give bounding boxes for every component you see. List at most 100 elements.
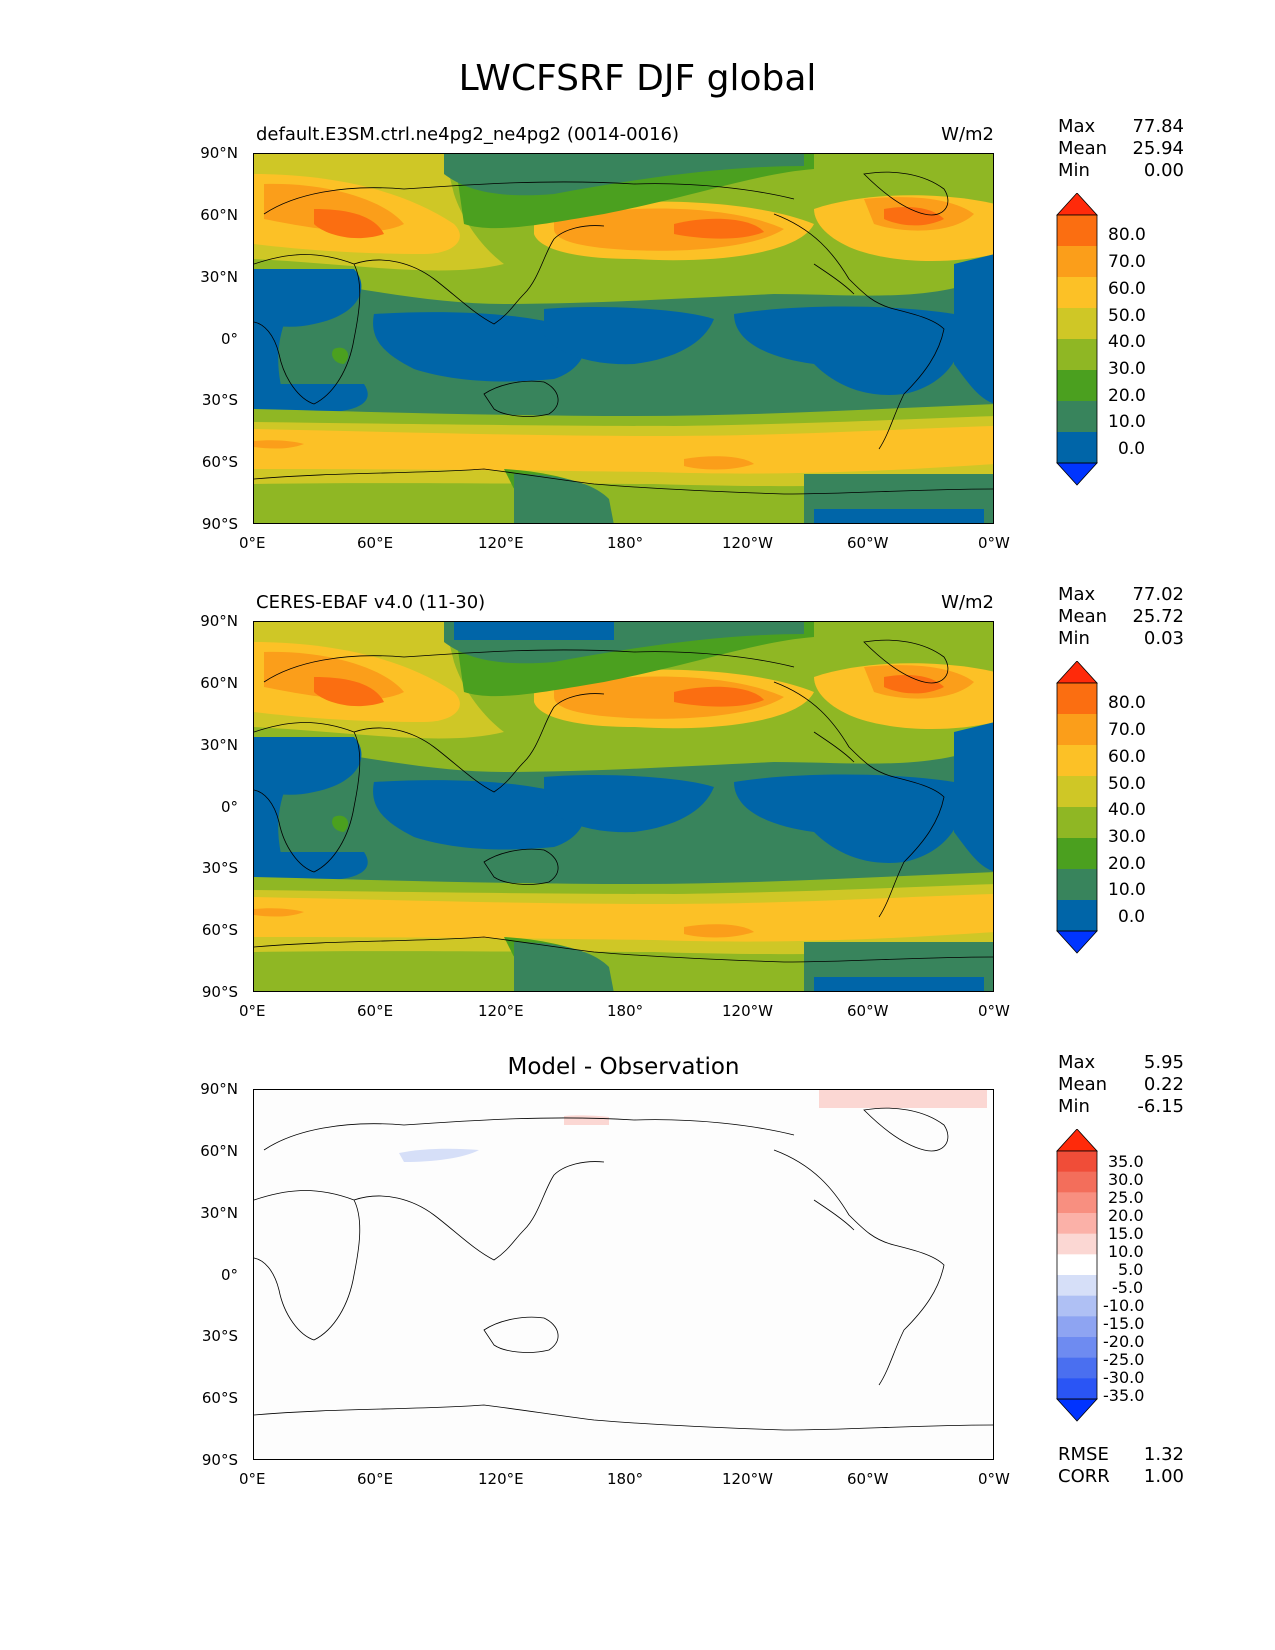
panel1-colorbar-label: 40.0 bbox=[1108, 332, 1146, 352]
colorbar-frame bbox=[1056, 682, 1098, 932]
panel1-stat-value: 25.94 bbox=[1132, 138, 1184, 159]
panel1-stat-value: 77.84 bbox=[1132, 116, 1184, 137]
panel2-colorbar-label: 60.0 bbox=[1108, 747, 1146, 767]
panel3-colorbar-label: -20.0 bbox=[1103, 1332, 1145, 1351]
panel3-xtick: 60°E bbox=[357, 1470, 394, 1488]
panel1-stat-label: Max bbox=[1058, 116, 1096, 137]
panel3-colorbar-label: 35.0 bbox=[1108, 1152, 1144, 1171]
panel2-field-svg bbox=[254, 622, 993, 991]
panel1-colorbar-label: 60.0 bbox=[1108, 279, 1146, 299]
colorbar-segment bbox=[1057, 1171, 1097, 1193]
panel3-stat-value: 5.95 bbox=[1143, 1052, 1184, 1073]
panel1-colorbar-label: 10.0 bbox=[1108, 412, 1146, 432]
panel1-units: W/m2 bbox=[941, 124, 994, 145]
panel3-colorbar-label: 15.0 bbox=[1108, 1224, 1144, 1243]
colorbar-segment bbox=[1057, 277, 1097, 309]
panel3-xtick: 0°W bbox=[978, 1470, 1010, 1488]
panel1-ytick: 30°N bbox=[200, 268, 238, 286]
panel3-colorbar-label: -25.0 bbox=[1103, 1350, 1145, 1369]
panel1-colorbar-label: 80.0 bbox=[1108, 225, 1146, 245]
diff-negative-patch bbox=[399, 1148, 479, 1162]
panel2-ytick: 30°S bbox=[201, 859, 238, 877]
colorbar-extend-max bbox=[1056, 1129, 1098, 1152]
panel2-ytick: 0° bbox=[220, 798, 238, 816]
panel2-colorbar-label: 20.0 bbox=[1108, 854, 1146, 874]
panel3-ytick: 30°S bbox=[201, 1327, 238, 1345]
panel1-left-title: default.E3SM.ctrl.ne4pg2_ne4pg2 (0014-00… bbox=[256, 124, 679, 145]
panel1-colorbar-label: 70.0 bbox=[1108, 252, 1146, 272]
panel3-ytick: 90°S bbox=[201, 1451, 238, 1469]
colorbar-segment bbox=[1057, 1295, 1097, 1317]
colorbar-segment bbox=[1057, 401, 1097, 433]
panel3-xtick: 120°W bbox=[722, 1470, 773, 1488]
colorbar-segment bbox=[1057, 246, 1097, 278]
panel1-ytick: 60°S bbox=[201, 453, 238, 471]
colorbar-segment bbox=[1057, 339, 1097, 371]
colorbar-segment bbox=[1057, 308, 1097, 340]
panel3-colorbar-label: -15.0 bbox=[1103, 1314, 1145, 1333]
colorbar-frame bbox=[1056, 214, 1098, 464]
panel2-xtick: 60°E bbox=[357, 1002, 394, 1020]
colorbar-segment bbox=[1057, 683, 1097, 715]
colorbar-segment bbox=[1057, 869, 1097, 901]
panel2-xtick: 120°E bbox=[478, 1002, 524, 1020]
panel1-xtick: 0°E bbox=[239, 534, 266, 552]
metric-label: CORR bbox=[1058, 1466, 1110, 1487]
panel3-map bbox=[253, 1089, 994, 1460]
panel2-colorbar-label: 50.0 bbox=[1108, 774, 1146, 794]
colorbar-segment bbox=[1057, 900, 1097, 932]
colorbar-segment bbox=[1057, 1233, 1097, 1255]
panel3-stat-label: Min bbox=[1058, 1096, 1090, 1117]
panel1-xtick: 60°W bbox=[847, 534, 889, 552]
panel3-ytick: 60°N bbox=[200, 1142, 238, 1160]
panel3-colorbar-label: 25.0 bbox=[1108, 1188, 1144, 1207]
panel3-xtick: 60°W bbox=[847, 1470, 889, 1488]
panel3-stat-label: Mean bbox=[1058, 1074, 1108, 1095]
panel3-colorbar bbox=[1056, 1129, 1098, 1422]
metric-value: 1.00 bbox=[1143, 1466, 1184, 1487]
panel3-colorbar-label: 10.0 bbox=[1108, 1242, 1144, 1261]
colorbar-segment bbox=[1057, 1337, 1097, 1359]
panel3-title: Model - Observation bbox=[507, 1054, 740, 1080]
colorbar-segment bbox=[1057, 1357, 1097, 1379]
metric-value: 1.32 bbox=[1143, 1444, 1184, 1465]
panel2-ytick: 60°N bbox=[200, 674, 238, 692]
panel1-ytick: 0° bbox=[220, 330, 238, 348]
panel1-ytick: 60°N bbox=[200, 206, 238, 224]
colorbar-segment bbox=[1057, 1192, 1097, 1214]
panel2-xtick: 0°W bbox=[978, 1002, 1010, 1020]
colorbar-segment bbox=[1057, 745, 1097, 777]
colorbar-segment bbox=[1057, 370, 1097, 402]
colorbar-segment bbox=[1057, 1254, 1097, 1276]
panel2-xtick: 180° bbox=[607, 1002, 644, 1020]
figure-title: LWCFSRF DJF global bbox=[458, 58, 817, 99]
panel3-xtick: 120°E bbox=[478, 1470, 524, 1488]
panel1-stat-label: Min bbox=[1058, 160, 1090, 181]
colorbar-segment bbox=[1057, 838, 1097, 870]
colorbar-extend-min bbox=[1056, 930, 1098, 954]
panel3-xtick: 0°E bbox=[239, 1470, 266, 1488]
panel3-colorbar-label: 5.0 bbox=[1118, 1260, 1144, 1279]
colorbar-segment bbox=[1057, 432, 1097, 464]
colorbar-segment bbox=[1057, 1316, 1097, 1338]
panel3-xtick: 180° bbox=[607, 1470, 644, 1488]
panel1-xtick: 0°W bbox=[978, 534, 1010, 552]
panel2-stat-value: 25.72 bbox=[1132, 606, 1184, 627]
panel2-map bbox=[253, 621, 994, 992]
colorbar-segment bbox=[1057, 1151, 1097, 1173]
panel2-colorbar-label: 80.0 bbox=[1108, 693, 1146, 713]
panel2-ytick: 30°N bbox=[200, 736, 238, 754]
colorbar-levels bbox=[1056, 661, 1098, 954]
panel2-xtick: 60°W bbox=[847, 1002, 889, 1020]
panel2-ytick: 90°S bbox=[201, 983, 238, 1001]
panel1-stat-value: 0.00 bbox=[1143, 160, 1184, 181]
panel3-ytick: 60°S bbox=[201, 1389, 238, 1407]
panel3-colorbar-label: 30.0 bbox=[1108, 1170, 1144, 1189]
panel2-colorbar-label: 30.0 bbox=[1108, 827, 1146, 847]
panel1-ytick: 30°S bbox=[201, 391, 238, 409]
panel2-colorbar-label: 10.0 bbox=[1108, 880, 1146, 900]
panel3-colorbar-label: -5.0 bbox=[1112, 1278, 1144, 1297]
panel2-xtick: 0°E bbox=[239, 1002, 266, 1020]
panel1-stat-label: Mean bbox=[1058, 138, 1108, 159]
panel1-xtick: 120°W bbox=[722, 534, 773, 552]
